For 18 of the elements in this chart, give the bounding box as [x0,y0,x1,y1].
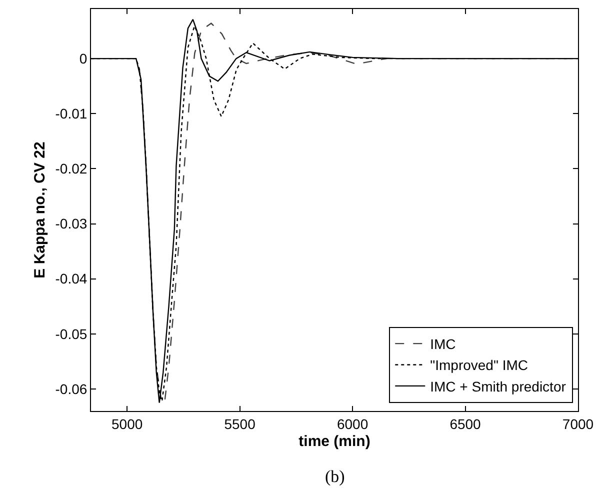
y-tick-label: -0.04 [55,270,88,287]
x-tick-label: 7000 [562,416,594,432]
y-axis-title: E Kappa no., CV 22 [32,142,49,278]
x-tick-label: 5500 [224,416,256,432]
y-tick-label: 0 [79,50,88,66]
y-tick-label: -0.02 [55,160,88,177]
x-tick-label: 6000 [336,416,368,432]
x-tick-label: 6500 [450,416,482,432]
legend-label: "Improved" IMC [430,357,528,374]
y-tick-label: -0.03 [55,216,88,232]
y-tick-label: -0.05 [55,326,88,342]
text: (b) [325,467,345,486]
y-tick-label: -0.06 [55,380,88,397]
legend-label: IMC [430,336,456,352]
y-tick-label: -0.01 [55,106,88,122]
legend-label: IMC + Smith predictor [430,378,566,394]
x-axis-title: time (min) [298,432,370,450]
x-tick-label: 5000 [111,416,143,432]
